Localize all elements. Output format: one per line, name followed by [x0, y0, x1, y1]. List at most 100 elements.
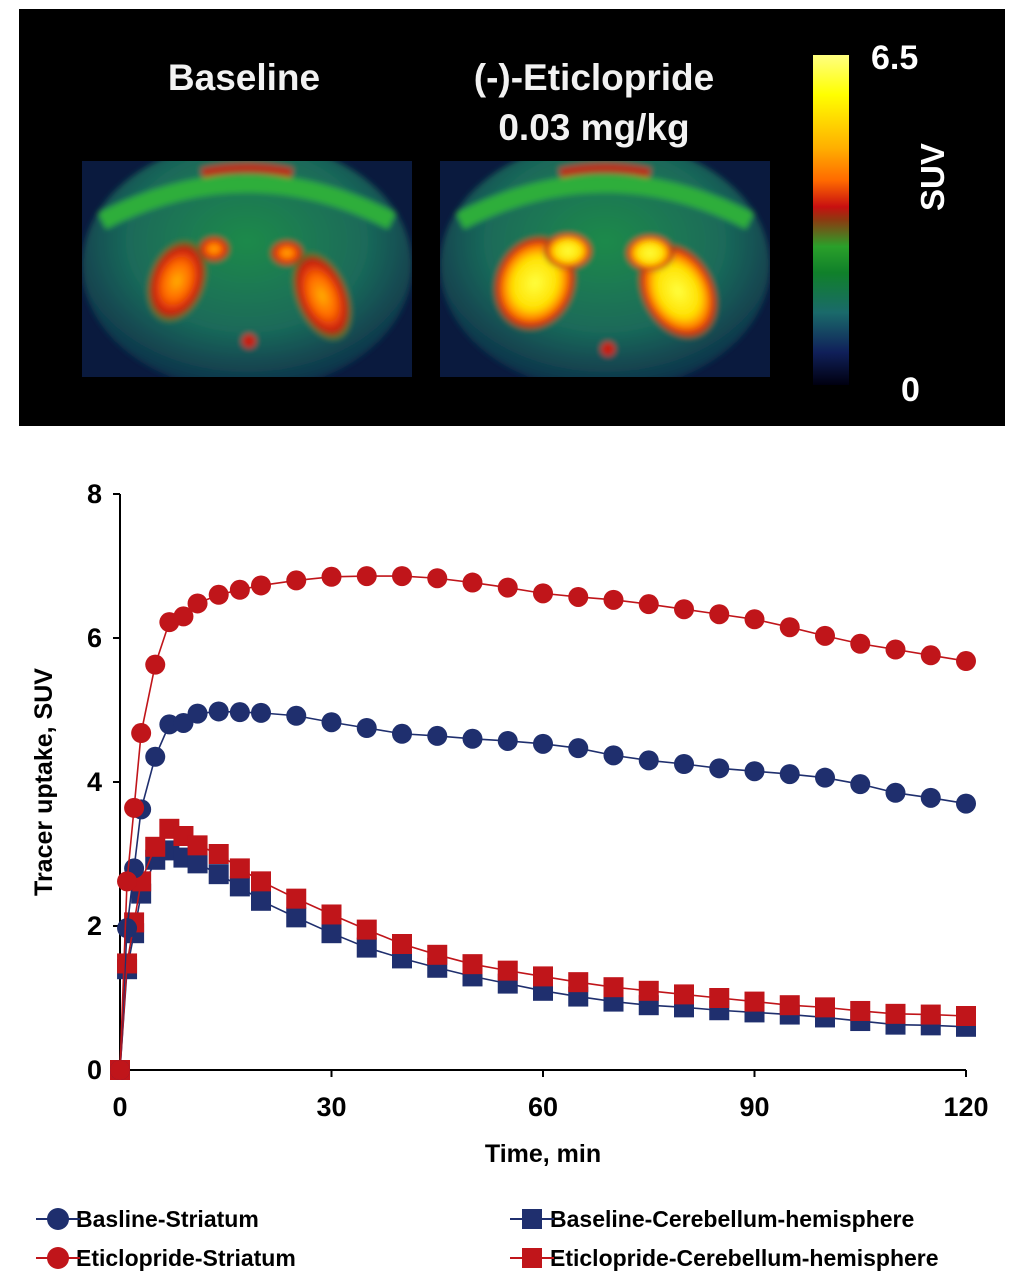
data-point	[815, 625, 835, 646]
x-tick-label: 120	[943, 1092, 988, 1122]
data-point	[709, 604, 730, 625]
baseline-pet-image	[82, 161, 412, 377]
data-point	[321, 923, 342, 944]
data-point	[208, 864, 229, 885]
colorbar-max-label: 6.5	[871, 39, 919, 77]
data-point	[251, 702, 271, 723]
data-point	[497, 960, 518, 981]
eticlopride-dose-label: 0.03 mg/kg	[498, 107, 690, 148]
data-point	[956, 793, 976, 814]
data-point	[131, 723, 152, 744]
data-point	[920, 645, 941, 666]
data-point	[815, 767, 835, 788]
data-point	[427, 944, 448, 965]
data-point	[286, 907, 307, 928]
data-point	[208, 584, 229, 605]
data-point	[187, 593, 208, 614]
data-point	[674, 754, 694, 774]
data-point	[850, 774, 871, 795]
data-point	[187, 835, 208, 856]
data-point	[117, 871, 138, 892]
data-point	[286, 570, 307, 591]
data-point	[779, 764, 800, 785]
data-point	[638, 980, 659, 1001]
x-tick-label: 90	[739, 1092, 769, 1122]
data-point	[850, 633, 871, 654]
data-point	[356, 718, 377, 738]
data-point	[392, 934, 412, 954]
chart-axes: 0 2 4 6 8 0 30 60 90 120	[87, 479, 989, 1122]
legend-circle-marker-icon	[36, 1207, 80, 1231]
x-axis-title: Time, min	[485, 1140, 601, 1168]
data-point	[229, 579, 250, 600]
data-point	[779, 617, 800, 638]
data-point	[638, 594, 659, 615]
data-point	[321, 904, 342, 925]
colorbar-min-label: 0	[901, 371, 920, 409]
eticlopride-image-title: (-)-Eticlopride	[473, 57, 715, 98]
y-tick-label: 6	[87, 623, 102, 653]
data-point	[427, 568, 448, 589]
data-point	[462, 572, 483, 593]
data-point	[229, 702, 250, 723]
data-point	[674, 599, 694, 620]
data-point	[744, 609, 765, 630]
data-point	[603, 589, 624, 610]
data-point	[208, 701, 229, 722]
data-point	[568, 738, 589, 759]
data-point	[638, 750, 659, 771]
data-point	[117, 918, 138, 939]
data-point	[208, 844, 229, 864]
data-point	[850, 1000, 871, 1021]
data-point	[392, 566, 412, 587]
data-point	[124, 797, 145, 818]
data-point	[356, 566, 377, 587]
legend-square-marker-icon	[510, 1246, 554, 1270]
data-point	[779, 995, 800, 1016]
data-point	[744, 761, 765, 782]
data-point	[709, 988, 730, 1008]
x-tick-label: 0	[112, 1092, 127, 1122]
data-point	[251, 871, 271, 892]
data-point	[251, 890, 271, 911]
y-tick-label: 8	[87, 479, 102, 509]
data-point	[603, 745, 624, 766]
data-point	[356, 937, 377, 958]
data-point	[956, 1006, 976, 1026]
data-point	[709, 758, 730, 779]
data-point	[427, 725, 448, 746]
data-point	[462, 954, 483, 975]
series-eticlopride-cerebellum-hemisphere	[110, 818, 976, 1080]
legend-label: Basline-Striatum	[76, 1205, 259, 1232]
data-point	[744, 991, 765, 1012]
data-point	[885, 1003, 906, 1024]
data-point	[321, 566, 342, 587]
x-tick-label: 60	[528, 1092, 558, 1122]
data-point	[187, 853, 208, 874]
y-tick-label: 2	[87, 911, 102, 941]
series-eticlopride-striatum	[110, 566, 976, 1080]
legend-label: Eticlopride-Cerebellum-hemisphere	[550, 1244, 939, 1271]
tracer-uptake-chart: 0 2 4 6 8 0 30 60 90 120 Time, min Tracer uptake,…	[30, 479, 989, 1168]
data-point	[392, 723, 412, 744]
data-point	[173, 712, 194, 733]
data-point	[145, 746, 166, 767]
data-point	[251, 575, 271, 596]
data-point	[229, 858, 250, 879]
legend-label: Baseline-Cerebellum-hemisphere	[550, 1205, 915, 1232]
legend-item-eticlopride-cerebellum: Eticlopride-Cerebellum-hemisphere	[510, 1242, 939, 1274]
legend-item-eticlopride-striatum: Eticlopride-Striatum	[36, 1242, 296, 1274]
data-point	[885, 639, 906, 660]
data-point	[173, 606, 194, 627]
chart-series-layer	[110, 566, 976, 1080]
data-point	[117, 953, 138, 974]
y-tick-label: 0	[87, 1055, 102, 1085]
legend-circle-marker-icon	[36, 1246, 80, 1270]
legend-item-baseline-cerebellum: Baseline-Cerebellum-hemisphere	[510, 1203, 914, 1235]
data-point	[815, 997, 835, 1018]
x-tick-label: 30	[316, 1092, 346, 1122]
data-point	[497, 577, 518, 598]
data-point	[110, 1060, 130, 1080]
legend-square-marker-icon	[510, 1207, 554, 1231]
legend-label: Eticlopride-Striatum	[76, 1244, 296, 1271]
